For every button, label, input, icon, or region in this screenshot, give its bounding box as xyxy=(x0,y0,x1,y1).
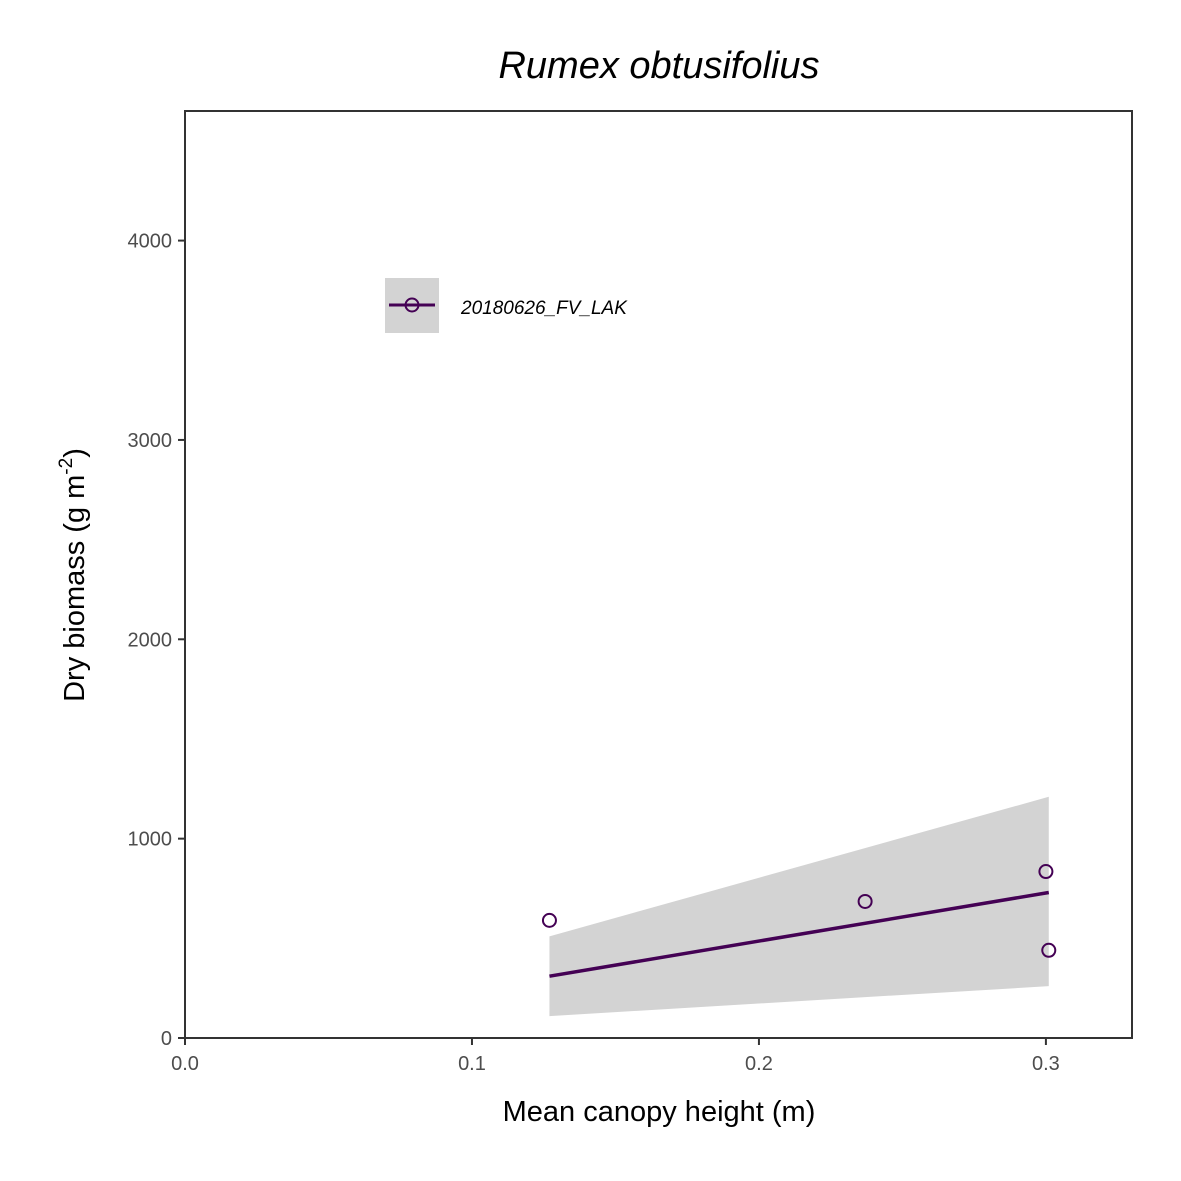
data-point xyxy=(1038,864,1054,880)
legend-key-marker xyxy=(404,297,420,313)
fit-line xyxy=(549,890,1050,978)
x-axis-title: Mean canopy height (m) xyxy=(503,1096,816,1128)
x-tick-label: 0.0 xyxy=(171,1053,199,1075)
y-axis-title-base: Dry biomass (g m xyxy=(59,475,91,702)
y-axis-title-exponent: -2 xyxy=(56,458,77,475)
y-tick-label: 3000 xyxy=(128,430,173,452)
y-axis-title: Dry biomass (g m-2) xyxy=(56,448,91,702)
x-axis: 0.0 0.1 0.2 0.3 xyxy=(171,1037,1132,1075)
y-axis: 0 1000 2000 3000 4000 xyxy=(128,111,186,1050)
x-tick-label: 0.2 xyxy=(745,1053,773,1075)
data-point xyxy=(541,912,557,928)
confidence-band-layer xyxy=(549,796,1049,1017)
y-tick-label: 1000 xyxy=(128,829,173,851)
y-tick-label: 2000 xyxy=(128,629,173,651)
fit-line-layer xyxy=(549,890,1050,978)
y-axis-title-close: ) xyxy=(59,448,91,458)
data-point xyxy=(857,893,873,909)
x-tick-label: 0.3 xyxy=(1032,1053,1060,1075)
x-tick-label: 0.1 xyxy=(458,1053,486,1075)
confidence-band xyxy=(549,796,1049,1017)
y-tick-label: 0 xyxy=(161,1028,172,1050)
data-point xyxy=(1041,942,1057,958)
legend-label: 20180626_FV_LAK xyxy=(460,298,628,319)
y-tick-label: 4000 xyxy=(128,231,173,253)
data-point-layer xyxy=(541,864,1057,958)
chart-title: Rumex obtusifolius xyxy=(498,45,819,87)
legend: 20180626_FV_LAK xyxy=(385,278,628,333)
